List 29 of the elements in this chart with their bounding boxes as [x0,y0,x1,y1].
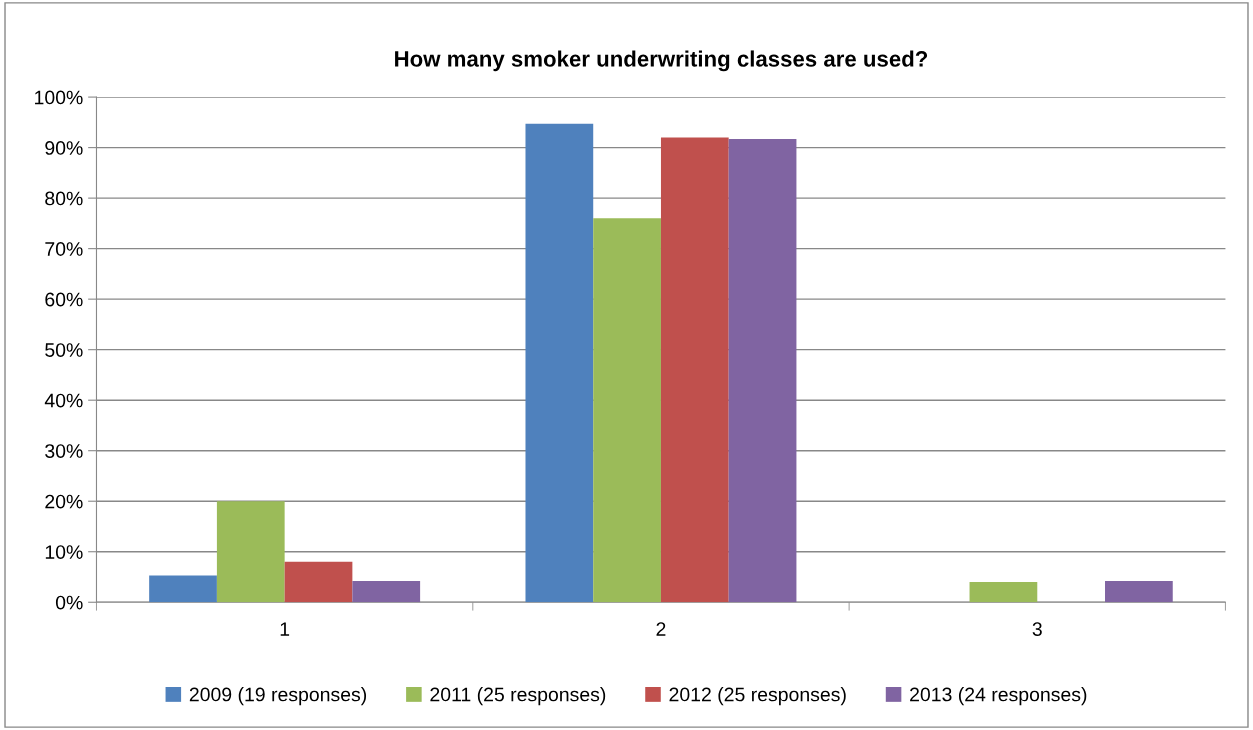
x-tick-label: 2 [656,622,666,636]
chart-title: How many smoker underwriting classes are used? [395,50,928,72]
x-tick-label: 3 [1032,622,1042,636]
bar [525,123,594,603]
legend-label: 2011 (25 responses) [430,687,606,706]
legend-label: 2013 (24 responses) [910,687,1087,706]
y-tick-label: 60% [45,292,83,307]
bar [284,561,353,603]
y-tick-label: 70% [45,242,83,256]
bar [593,218,661,603]
y-tick-label: 0% [55,595,83,610]
bar [1105,581,1173,603]
y-tick-label: 40% [44,393,83,408]
bar [660,137,729,603]
x-tick-label: 1 [280,622,290,636]
bar [728,139,797,603]
y-tick-label: 20% [45,494,83,509]
legend-label: 2009 (19 responses) [189,687,367,706]
bar [352,581,421,603]
y-tick-label: 30% [45,444,83,458]
legend-label: 2012 (25 responses) [669,687,846,706]
bar [969,582,1038,603]
y-tick-label: 90% [45,141,83,155]
y-tick-label: 10% [45,545,83,559]
y-tick-label: 80% [45,191,83,206]
bar [216,501,285,603]
y-tick-label: 100% [35,90,83,105]
y-tick-label: 50% [45,343,83,357]
bar [149,575,217,603]
